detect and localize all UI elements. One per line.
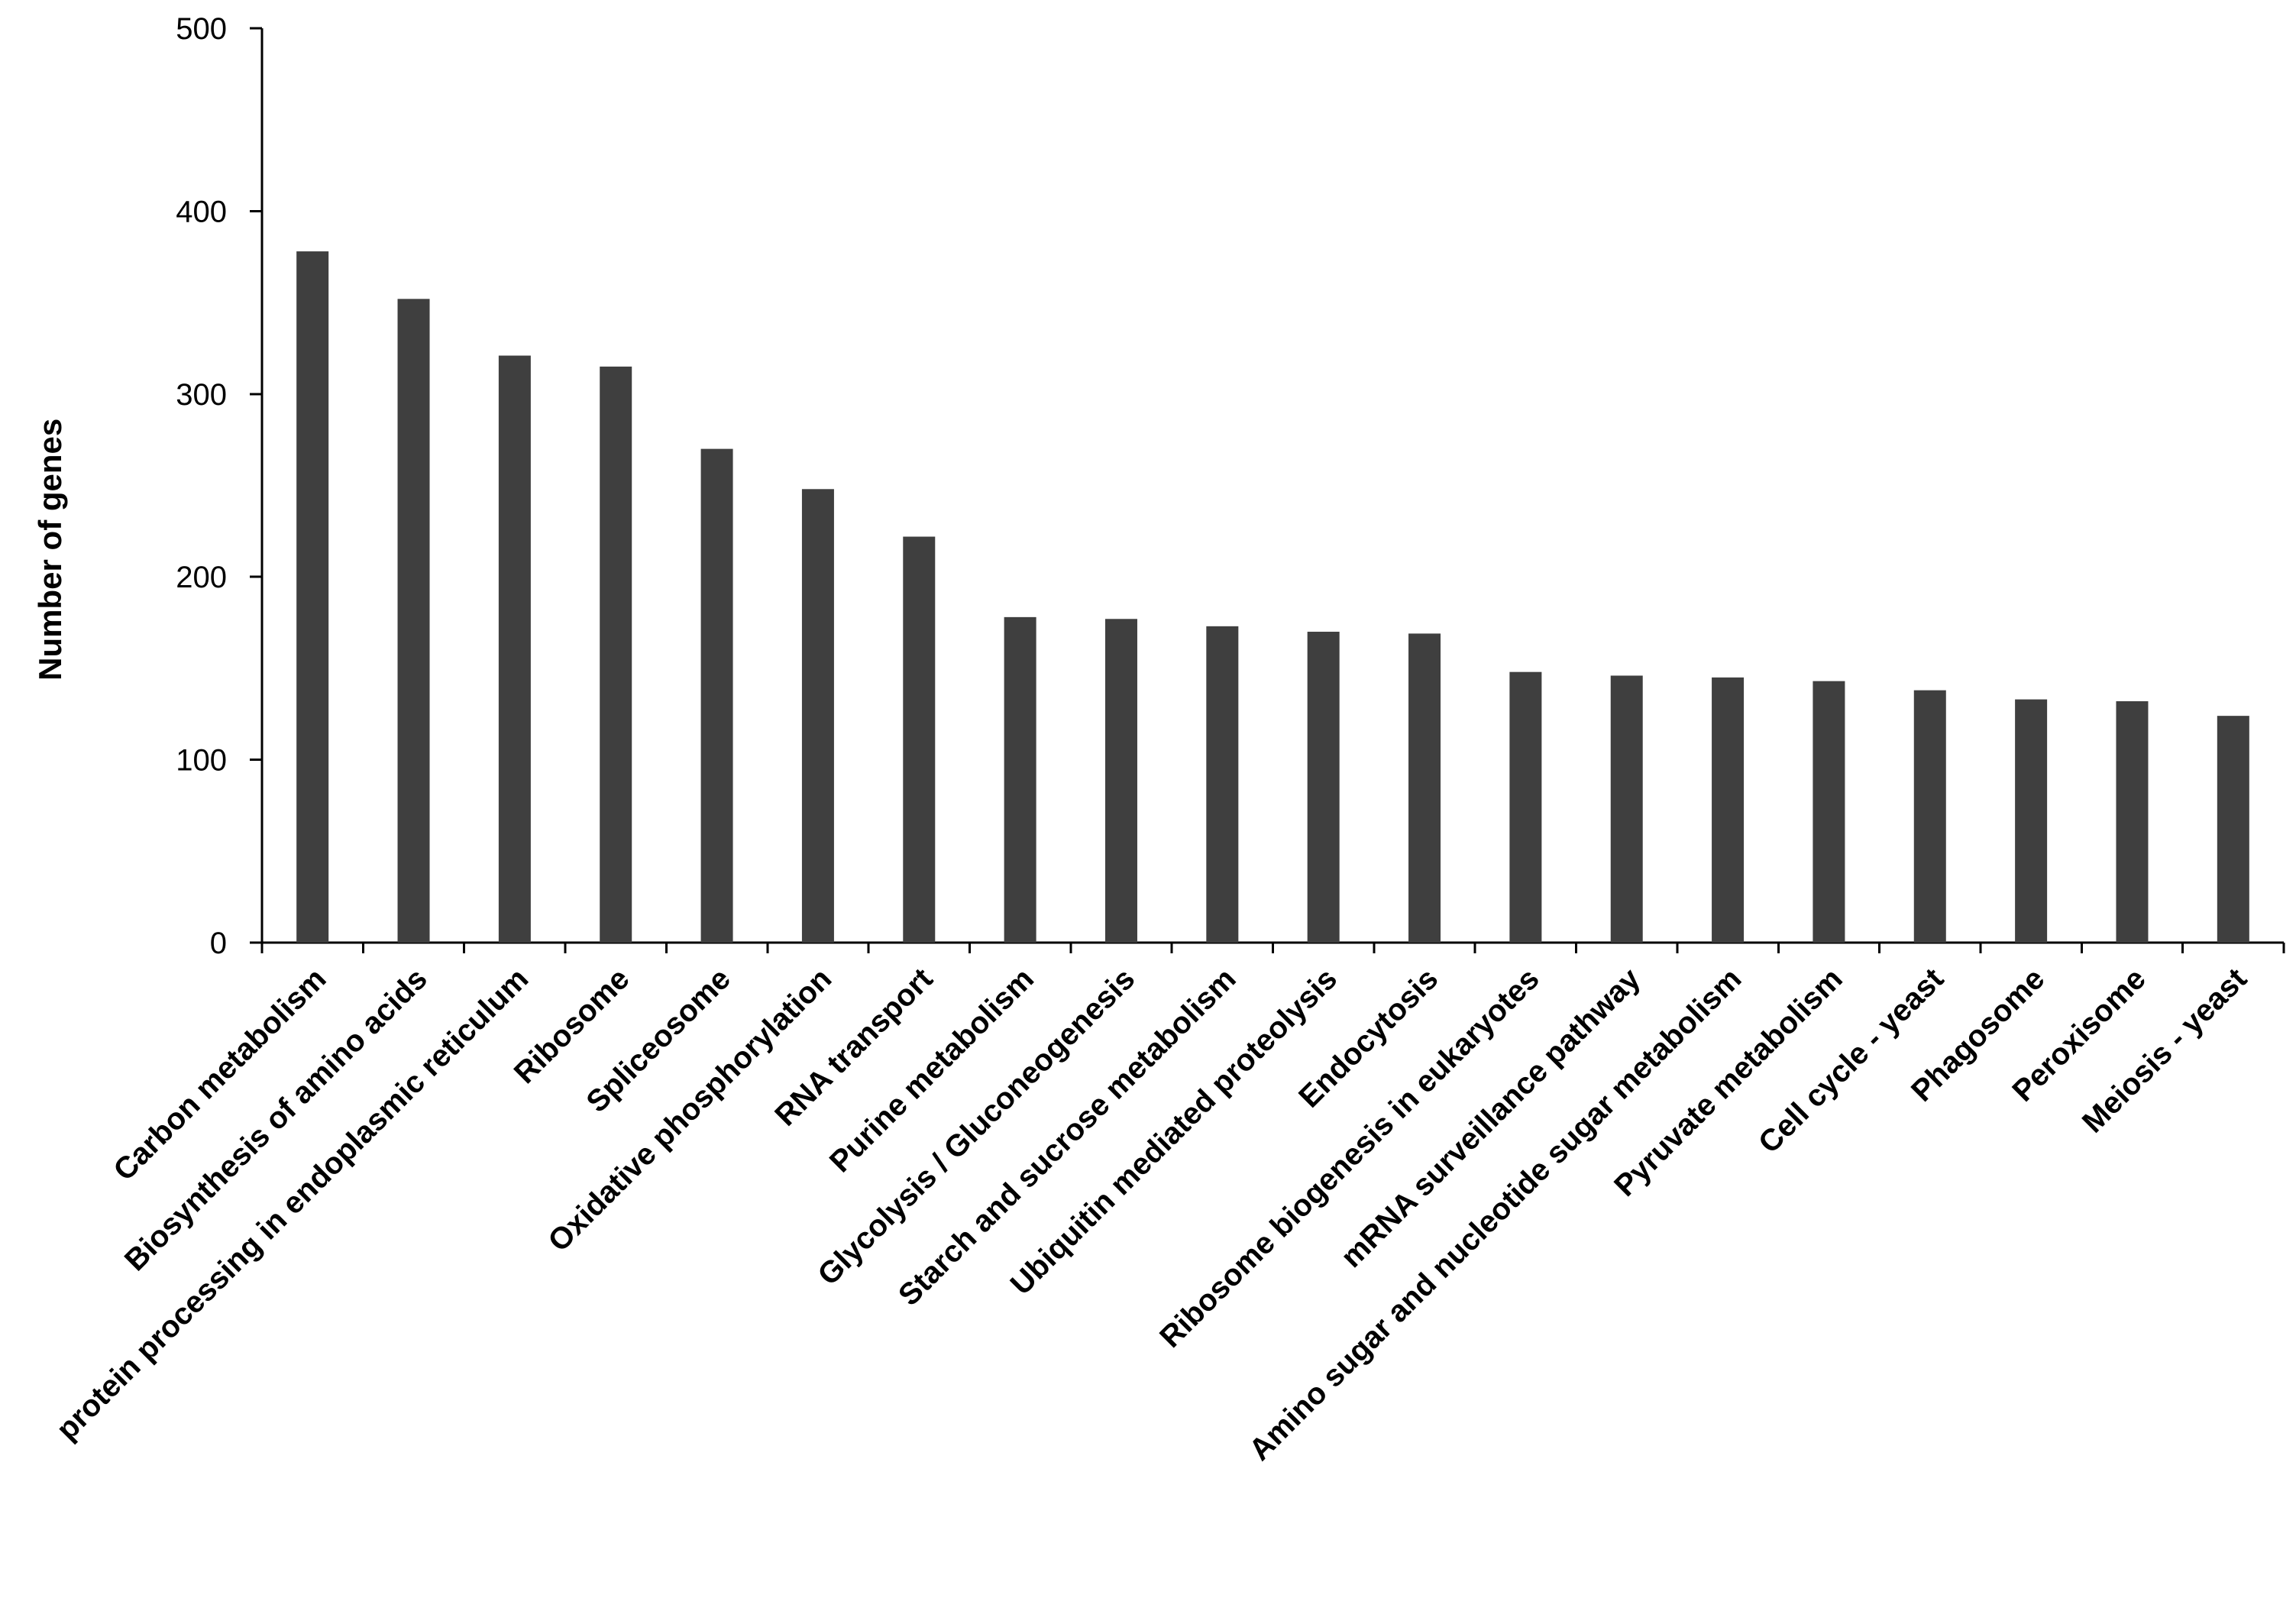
y-tick-label: 200 (176, 561, 227, 594)
bar (1104, 619, 1137, 943)
bar (700, 448, 733, 943)
y-tick-label: 400 (176, 195, 227, 228)
y-tick-label: 500 (176, 12, 227, 46)
bar (397, 299, 430, 943)
bar (498, 355, 531, 943)
y-tick-label: 0 (210, 927, 227, 960)
bar (2015, 699, 2048, 943)
bar (2217, 716, 2249, 943)
bar (1813, 681, 1845, 943)
bar (1913, 690, 1946, 943)
y-axis-title: Number of genes (32, 419, 68, 681)
axes (260, 28, 2284, 944)
x-tick-label: Ribosome biogenesis in eukaryotes (1153, 962, 1546, 1354)
bar (1610, 675, 1643, 943)
bar (296, 251, 329, 943)
bar (1004, 616, 1036, 943)
bar (1509, 671, 1542, 943)
x-tick-label: Amino sugar and nucleotide sugar metabol… (1243, 962, 1748, 1467)
y-tick-label: 300 (176, 378, 227, 412)
x-tick-label: Cell cycle - yeast (1752, 962, 1950, 1160)
bar (2116, 700, 2149, 943)
y-axis-ticks: 0 100 200 300 400 500 (176, 12, 262, 960)
bar (1206, 626, 1239, 943)
y-tick-label: 100 (176, 744, 227, 778)
bar (1408, 633, 1441, 943)
bar (600, 366, 632, 943)
x-tick-label: protein processing in endoplasmic reticu… (50, 962, 535, 1447)
x-tick-label: Purine metabolism (823, 962, 1040, 1179)
bars (296, 251, 2249, 943)
bar (1307, 632, 1340, 943)
bar (903, 536, 936, 943)
bar (1712, 677, 1745, 943)
bar (801, 489, 834, 943)
